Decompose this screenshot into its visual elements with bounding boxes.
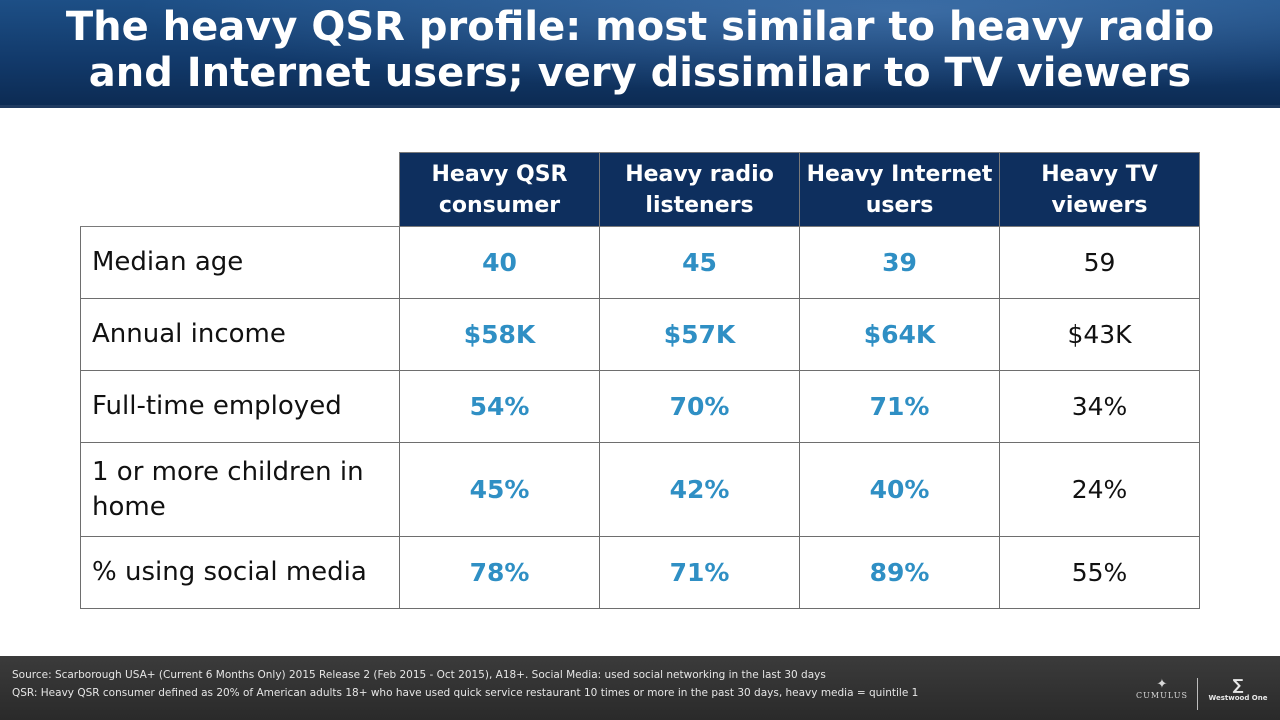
cell-value: $57K (599, 298, 800, 371)
cell-value: 70% (599, 370, 800, 443)
row-label: Median age (80, 226, 400, 299)
slide-title-line-2: and Internet users; very dissimilar to T… (88, 50, 1192, 96)
cell-value: 78% (399, 536, 600, 609)
cumulus-logo-text: CUMULUS (1136, 691, 1188, 700)
row-label: Annual income (80, 298, 400, 371)
cumulus-logo: ✦ CUMULUS (1132, 678, 1192, 706)
cell-value: $43K (999, 298, 1200, 371)
header-corner-cell (80, 152, 400, 227)
logo-divider (1197, 678, 1198, 710)
row-label: Full-time employed (80, 370, 400, 443)
cell-value: $58K (399, 298, 600, 371)
westwood-mark-icon: ∑ (1232, 676, 1244, 694)
cell-value: 42% (599, 442, 800, 537)
row-label: 1 or more children in home (80, 442, 400, 537)
westwood-one-logo: ∑ Westwood One (1206, 676, 1270, 710)
table-row-children-in-home: 1 or more children in home 45% 42% 40% 2… (80, 442, 1200, 537)
cell-value: 54% (399, 370, 600, 443)
table-row-annual-income: Annual income $58K $57K $64K $43K (80, 298, 1200, 371)
footer-bar: Source: Scarborough USA+ (Current 6 Mont… (0, 656, 1280, 720)
westwood-logo-text: Westwood One (1208, 694, 1268, 702)
cell-value: 71% (599, 536, 800, 609)
cell-value: 45% (399, 442, 600, 537)
table-row-median-age: Median age 40 45 39 59 (80, 226, 1200, 299)
row-label: % using social media (80, 536, 400, 609)
footer-notes: Source: Scarborough USA+ (Current 6 Mont… (12, 666, 1122, 702)
column-header-heavy-radio: Heavy radio listeners (599, 152, 800, 227)
column-header-heavy-tv: Heavy TV viewers (999, 152, 1200, 227)
comparison-table: Heavy QSR consumer Heavy radio listeners… (80, 152, 1200, 609)
column-header-heavy-internet: Heavy Internet users (799, 152, 1000, 227)
cell-value: 89% (799, 536, 1000, 609)
cell-value: $64K (799, 298, 1000, 371)
cell-value: 39 (799, 226, 1000, 299)
qsr-definition-note: QSR: Heavy QSR consumer defined as 20% o… (12, 687, 919, 699)
cell-value: 24% (999, 442, 1200, 537)
cumulus-mark-icon: ✦ (1156, 677, 1168, 692)
title-bar: The heavy QSR profile: most similar to h… (0, 0, 1280, 108)
cell-value: 45 (599, 226, 800, 299)
cell-value: 34% (999, 370, 1200, 443)
table-row-full-time-employed: Full-time employed 54% 70% 71% 34% (80, 370, 1200, 443)
column-header-heavy-qsr: Heavy QSR consumer (399, 152, 600, 227)
table-row-social-media: % using social media 78% 71% 89% 55% (80, 536, 1200, 609)
cell-value: 40% (799, 442, 1000, 537)
cell-value: 71% (799, 370, 1000, 443)
cell-value: 55% (999, 536, 1200, 609)
cell-value: 59 (999, 226, 1200, 299)
source-note: Source: Scarborough USA+ (Current 6 Mont… (12, 669, 826, 681)
slide-title-line-1: The heavy QSR profile: most similar to h… (65, 4, 1215, 50)
header-row: Heavy QSR consumer Heavy radio listeners… (80, 152, 1200, 227)
slide-title: The heavy QSR profile: most similar to h… (0, 4, 1280, 96)
cell-value: 40 (399, 226, 600, 299)
